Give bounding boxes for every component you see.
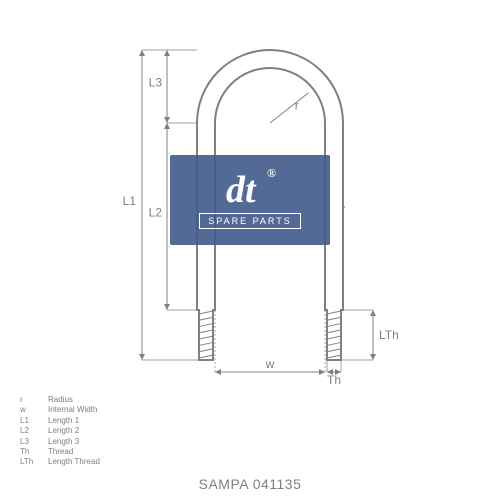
dimension-legend: rRadiuswInternal WidthL1Length 1L2Length… bbox=[20, 395, 100, 468]
legend-row: wInternal Width bbox=[20, 405, 100, 415]
legend-row: L1Length 1 bbox=[20, 416, 100, 426]
legend-label: Radius bbox=[48, 395, 73, 405]
legend-label: Internal Width bbox=[48, 405, 97, 415]
legend-label: Length 3 bbox=[48, 437, 79, 447]
svg-text:r: r bbox=[295, 98, 299, 112]
legend-key: Th bbox=[20, 447, 48, 457]
legend-key: LTh bbox=[20, 457, 48, 467]
legend-row: ThThread bbox=[20, 447, 100, 457]
legend-label: Length 1 bbox=[48, 416, 79, 426]
legend-key: r bbox=[20, 395, 48, 405]
svg-text:L1: L1 bbox=[123, 194, 137, 208]
legend-key: w bbox=[20, 405, 48, 415]
legend-key: L3 bbox=[20, 437, 48, 447]
legend-row: L2Length 2 bbox=[20, 426, 100, 436]
legend-label: Length 2 bbox=[48, 426, 79, 436]
part-number-footer: SAMPA 041135 bbox=[0, 476, 500, 492]
legend-label: Thread bbox=[48, 447, 73, 457]
svg-text:Th: Th bbox=[327, 373, 341, 387]
svg-text:L3: L3 bbox=[149, 76, 163, 90]
legend-label: Length Thread bbox=[48, 457, 100, 467]
legend-key: L1 bbox=[20, 416, 48, 426]
svg-text:L2: L2 bbox=[149, 206, 163, 220]
svg-text:LTh: LTh bbox=[379, 328, 399, 342]
svg-text:w: w bbox=[265, 357, 275, 371]
ubolt-svg: r w L1 L2 L3 LTh Th bbox=[80, 30, 420, 390]
legend-key: L2 bbox=[20, 426, 48, 436]
ubolt-diagram: r w L1 L2 L3 LTh Th bbox=[80, 30, 420, 390]
legend-row: rRadius bbox=[20, 395, 100, 405]
legend-row: LThLength Thread bbox=[20, 457, 100, 467]
legend-row: L3Length 3 bbox=[20, 437, 100, 447]
canvas: rwL1L2L3LThTh dt ® SPARE PARTS rRadiuswI… bbox=[0, 0, 500, 500]
part-number-text: SAMPA 041135 bbox=[199, 476, 302, 492]
